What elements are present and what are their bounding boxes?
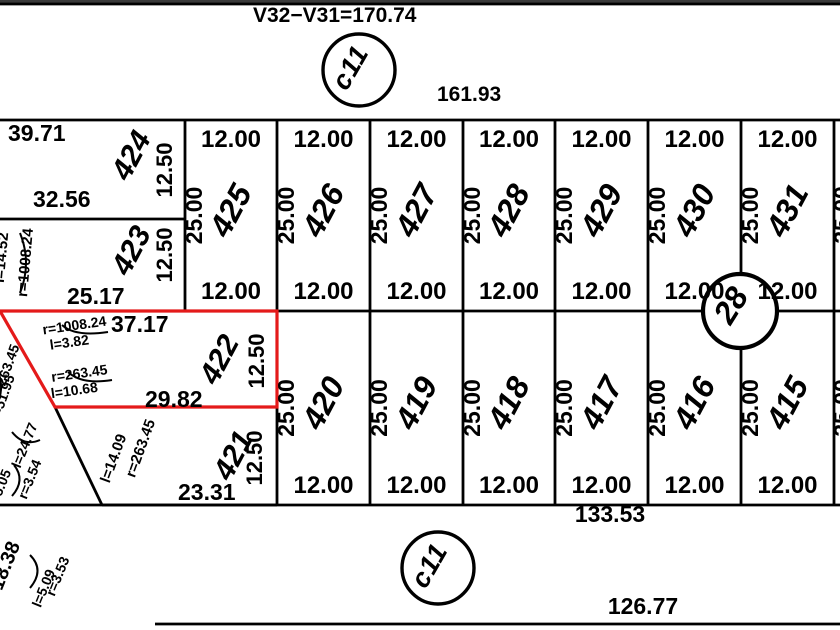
svg-text:12.00: 12.00 bbox=[386, 126, 446, 153]
svg-text:25.00: 25.00 bbox=[737, 379, 763, 437]
svg-text:12.00: 12.00 bbox=[571, 278, 631, 305]
svg-text:12.00: 12.00 bbox=[664, 126, 724, 153]
svg-text:V32−V31=170.74: V32−V31=170.74 bbox=[253, 4, 417, 27]
svg-text:25.17: 25.17 bbox=[67, 283, 125, 309]
svg-text:25.00: 25.00 bbox=[273, 379, 299, 437]
svg-text:12.00: 12.00 bbox=[293, 278, 353, 305]
svg-text:32.56: 32.56 bbox=[33, 186, 91, 212]
svg-text:12.50: 12.50 bbox=[242, 430, 267, 485]
svg-text:25.00: 25.00 bbox=[829, 379, 840, 437]
svg-text:12.00: 12.00 bbox=[571, 472, 631, 499]
svg-text:12.00: 12.00 bbox=[386, 278, 446, 305]
svg-text:25.00: 25.00 bbox=[644, 379, 670, 437]
svg-text:12.00: 12.00 bbox=[664, 472, 724, 499]
svg-text:12.00: 12.00 bbox=[201, 126, 261, 153]
svg-text:25.00: 25.00 bbox=[459, 379, 485, 437]
svg-text:23.31: 23.31 bbox=[178, 479, 236, 505]
svg-text:12.00: 12.00 bbox=[293, 126, 353, 153]
svg-text:12.50: 12.50 bbox=[152, 227, 177, 282]
svg-text:12.00: 12.00 bbox=[201, 278, 261, 305]
svg-text:25.00: 25.00 bbox=[644, 187, 670, 245]
svg-text:25.00: 25.00 bbox=[273, 187, 299, 245]
svg-text:12.00: 12.00 bbox=[479, 278, 539, 305]
svg-text:12.00: 12.00 bbox=[757, 126, 817, 153]
svg-text:12.00: 12.00 bbox=[757, 278, 817, 305]
svg-text:25.00: 25.00 bbox=[737, 187, 763, 245]
svg-text:25.00: 25.00 bbox=[551, 187, 577, 245]
svg-text:25.00: 25.00 bbox=[551, 379, 577, 437]
svg-text:12.00: 12.00 bbox=[386, 472, 446, 499]
svg-text:25.00: 25.00 bbox=[366, 187, 392, 245]
svg-text:161.93: 161.93 bbox=[437, 83, 501, 106]
svg-text:12.00: 12.00 bbox=[664, 278, 724, 305]
svg-text:12.00: 12.00 bbox=[571, 126, 631, 153]
svg-text:29.82: 29.82 bbox=[145, 386, 203, 412]
svg-text:12.50: 12.50 bbox=[244, 333, 269, 388]
svg-text:133.53: 133.53 bbox=[575, 501, 645, 527]
svg-text:37.17: 37.17 bbox=[111, 311, 169, 337]
svg-text:12.00: 12.00 bbox=[479, 126, 539, 153]
svg-text:25.00: 25.00 bbox=[459, 187, 485, 245]
svg-text:25.00: 25.00 bbox=[366, 379, 392, 437]
svg-text:39.71: 39.71 bbox=[8, 120, 66, 146]
svg-text:12.00: 12.00 bbox=[293, 472, 353, 499]
svg-text:25.00: 25.00 bbox=[829, 186, 840, 244]
svg-text:12.00: 12.00 bbox=[757, 472, 817, 499]
svg-text:126.77: 126.77 bbox=[608, 593, 678, 619]
svg-text:12.00: 12.00 bbox=[479, 472, 539, 499]
svg-text:25.00: 25.00 bbox=[181, 187, 207, 245]
svg-text:12.50: 12.50 bbox=[152, 142, 177, 197]
